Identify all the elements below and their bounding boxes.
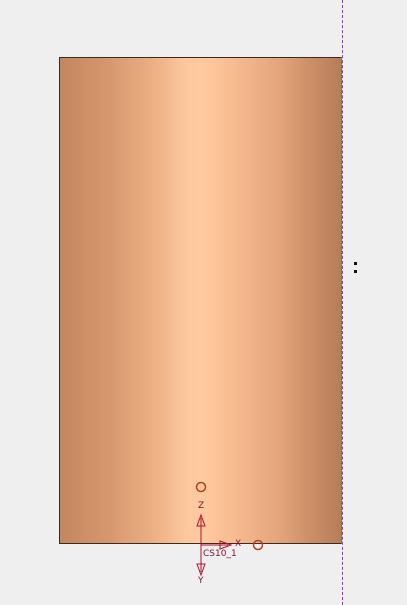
datum-marker — [354, 262, 358, 276]
y-axis-label: Y — [197, 576, 204, 586]
point-marker-top[interactable] — [195, 481, 207, 493]
cylinder-body[interactable] — [59, 57, 342, 544]
datum-plane-edge[interactable] — [342, 0, 343, 605]
z-axis-label: Z — [198, 501, 204, 511]
point-marker-right[interactable] — [252, 539, 264, 551]
csys-name-label: CS10_1 — [203, 549, 237, 559]
x-axis-label: X — [235, 539, 241, 549]
y-axis-arrow-icon — [196, 563, 206, 577]
z-axis-arrow-icon — [196, 513, 206, 527]
edge-highlight — [341, 57, 342, 544]
x-axis-arrow-icon — [219, 540, 233, 550]
csys-glyph[interactable]: Z X Y CS10_1 — [195, 481, 264, 587]
